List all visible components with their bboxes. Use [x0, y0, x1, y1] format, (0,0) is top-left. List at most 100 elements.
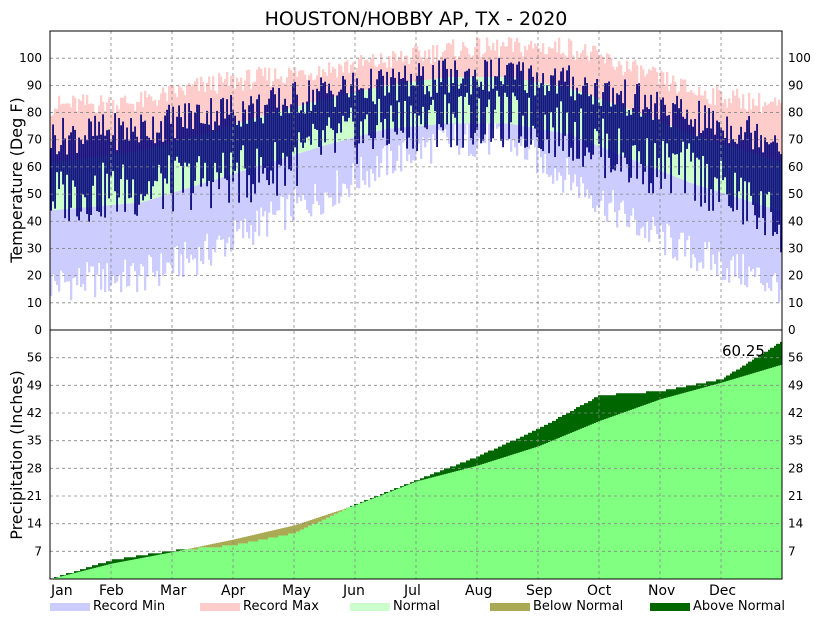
- record-max-bar: [76, 111, 78, 159]
- record-max-bar: [290, 70, 292, 108]
- record-max-bar: [494, 51, 496, 78]
- observed-temp-bar: [160, 121, 162, 173]
- record-min-bar: [606, 149, 608, 222]
- normal-precip-bar: [748, 375, 750, 579]
- above-normal-bar: [710, 381, 712, 385]
- above-normal-bar: [578, 407, 580, 430]
- record-min-bar: [158, 197, 160, 286]
- observed-temp-bar: [674, 104, 676, 154]
- normal-precip-bar: [754, 373, 756, 579]
- above-normal-bar: [474, 458, 476, 466]
- above-normal-bar: [364, 500, 366, 502]
- precip-tick-label-left: 35: [27, 434, 42, 448]
- record-min-bar: [306, 151, 308, 210]
- observed-temp-bar: [776, 143, 778, 234]
- above-normal-bar: [162, 551, 164, 554]
- above-normal-bar: [116, 559, 118, 562]
- normal-precip-bar: [436, 476, 438, 579]
- normal-precip-bar: [356, 505, 358, 579]
- record-min-bar: [308, 150, 310, 213]
- above-normal-bar: [424, 476, 426, 479]
- observed-temp-bar: [434, 80, 436, 111]
- above-normal-bar: [606, 395, 608, 418]
- below-normal-bar: [300, 523, 302, 529]
- above-normal-bar: [126, 557, 128, 561]
- observed-temp-bar: [270, 90, 272, 170]
- normal-precip-bar: [432, 477, 434, 579]
- below-normal-bar: [298, 524, 300, 532]
- above-normal-bar: [112, 559, 114, 563]
- above-normal-bar: [80, 569, 82, 571]
- record-min-bar: [150, 200, 152, 257]
- above-normal-bar: [442, 470, 444, 474]
- below-normal-bar: [256, 534, 258, 541]
- observed-temp-bar: [210, 98, 212, 208]
- observed-temp-bar: [680, 99, 682, 152]
- record-min-bar: [72, 208, 74, 278]
- below-normal-bar: [290, 526, 292, 533]
- normal-precip-bar: [82, 571, 84, 579]
- record-max-bar: [478, 38, 480, 77]
- precip-tick-label-left: 56: [27, 351, 42, 365]
- normal-precip-bar: [678, 394, 680, 579]
- observed-temp-bar: [266, 105, 268, 180]
- normal-precip-bar: [452, 472, 454, 579]
- record-max-bar: [372, 54, 374, 88]
- below-normal-bar: [272, 530, 274, 537]
- normal-precip-bar: [486, 463, 488, 579]
- above-normal-bar: [592, 399, 594, 424]
- observed-temp-bar: [58, 151, 60, 189]
- normal-precip-bar: [752, 373, 754, 579]
- observed-temp-bar: [606, 83, 608, 134]
- below-normal-bar: [282, 528, 284, 535]
- above-normal-bar: [154, 553, 156, 555]
- normal-precip-bar: [662, 399, 664, 579]
- observed-temp-bar: [64, 139, 66, 219]
- above-normal-bar: [630, 393, 632, 410]
- normal-precip-bar: [764, 370, 766, 579]
- observed-temp-bar: [62, 118, 64, 185]
- record-max-bar: [500, 46, 502, 77]
- record-min-bar: [752, 202, 754, 269]
- observed-temp-bar: [628, 110, 630, 182]
- temp-tick-label-left: 70: [27, 133, 42, 147]
- observed-temp-bar: [650, 95, 652, 183]
- normal-precip-bar: [370, 499, 372, 579]
- observed-temp-bar: [410, 74, 412, 106]
- record-min-bar: [680, 179, 682, 233]
- record-min-bar: [352, 138, 354, 163]
- normal-precip-bar: [190, 549, 192, 579]
- normal-precip-bar: [308, 526, 310, 579]
- observed-temp-bar: [760, 135, 762, 191]
- observed-temp-bar: [504, 75, 506, 92]
- observed-temp-bar: [384, 96, 386, 119]
- normal-precip-bar: [422, 480, 424, 579]
- record-max-bar: [440, 56, 442, 78]
- normal-precip-bar: [462, 469, 464, 579]
- normal-precip-bar: [690, 391, 692, 579]
- above-normal-bar: [144, 555, 146, 557]
- normal-precip-bar: [330, 516, 332, 579]
- observed-temp-bar: [656, 92, 658, 177]
- record-max-bar: [306, 80, 308, 104]
- above-normal-bar: [94, 565, 96, 568]
- record-max-bar: [724, 99, 726, 145]
- above-normal-bar: [156, 553, 158, 555]
- record-min-bar: [634, 161, 636, 220]
- observed-temp-bar: [640, 117, 642, 164]
- record-min-bar: [208, 182, 210, 260]
- record-min-bar: [544, 130, 546, 154]
- above-normal-bar: [434, 472, 436, 476]
- normal-precip-bar: [264, 539, 266, 579]
- above-normal-bar: [480, 455, 482, 465]
- temp-tick-label-right: 40: [788, 214, 803, 228]
- above-normal-bar: [78, 571, 80, 572]
- below-normal-bar: [188, 549, 190, 550]
- normal-precip-bar: [404, 486, 406, 579]
- normal-precip-bar: [184, 550, 186, 579]
- observed-temp-bar: [222, 98, 224, 153]
- record-min-bar: [678, 178, 680, 239]
- normal-precip-bar: [244, 543, 246, 579]
- normal-precip-bar: [540, 445, 542, 579]
- observed-temp-bar: [716, 121, 718, 179]
